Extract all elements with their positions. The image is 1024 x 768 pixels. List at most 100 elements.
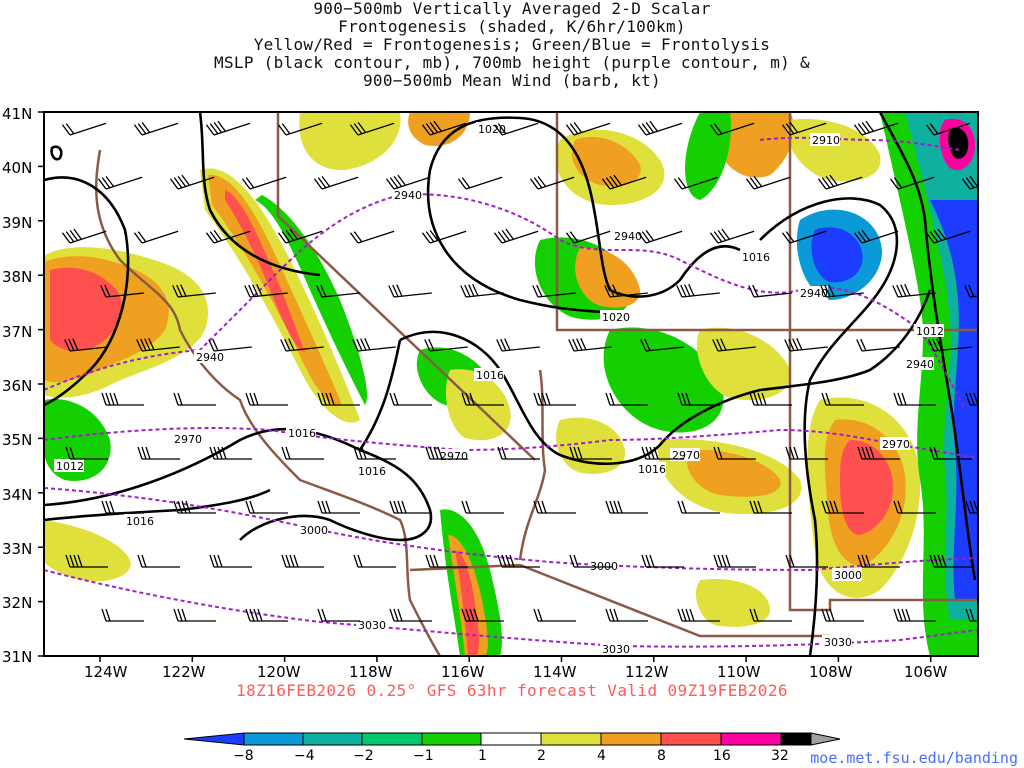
mslp-contour bbox=[198, 112, 321, 277]
colorbar-cell bbox=[183, 732, 245, 746]
wind-barb bbox=[385, 174, 431, 190]
wind-barb bbox=[640, 338, 684, 352]
wind-barb bbox=[173, 500, 216, 514]
wind-barb bbox=[709, 228, 755, 244]
height-label: 2970 bbox=[440, 450, 468, 463]
wind-barb bbox=[641, 446, 684, 460]
height-contour-2910 bbox=[759, 136, 961, 151]
wind-barb bbox=[389, 500, 432, 514]
wind-barb bbox=[529, 175, 575, 190]
wind-barb bbox=[749, 392, 792, 406]
mslp-label: 1016 bbox=[358, 465, 386, 478]
wind-barb bbox=[929, 554, 972, 568]
wind-barb bbox=[137, 554, 180, 568]
wind-barb bbox=[605, 392, 648, 406]
wind-barb bbox=[277, 228, 323, 244]
wind-barb bbox=[925, 228, 971, 244]
height-contour-2940 bbox=[919, 329, 966, 411]
lon-label: 124W bbox=[84, 663, 128, 681]
height-label: 2940 bbox=[614, 230, 642, 243]
wind-barb bbox=[709, 122, 755, 136]
wind-barb bbox=[353, 554, 396, 568]
height-label: 2940 bbox=[196, 351, 224, 364]
mslp-contour bbox=[50, 145, 63, 161]
wind-barb bbox=[101, 500, 144, 514]
title-line-4: MSLP (black contour, mb), 700mb height (… bbox=[214, 53, 810, 72]
mslp-label: 1016 bbox=[742, 251, 770, 264]
wind-barb bbox=[641, 554, 684, 568]
wind-barb bbox=[101, 608, 144, 622]
shade-red bbox=[50, 267, 122, 352]
wind-barb bbox=[857, 446, 900, 460]
wind-barb bbox=[749, 608, 792, 622]
four-corners-border bbox=[555, 112, 978, 332]
colorbar-cell bbox=[810, 732, 841, 746]
wind-barb bbox=[277, 122, 323, 136]
colorbar-label: −4 bbox=[294, 748, 315, 764]
shade-orange bbox=[686, 449, 781, 497]
colorbar-label: −8 bbox=[233, 748, 254, 764]
wind-barb bbox=[205, 229, 251, 244]
wind-barb bbox=[461, 392, 504, 406]
wind-barb bbox=[677, 500, 720, 514]
credit-link[interactable]: moe.met.fsu.edu/banding bbox=[810, 749, 1018, 767]
wind-barb bbox=[712, 338, 756, 352]
wind-barb bbox=[100, 284, 144, 298]
wind-barb bbox=[497, 554, 540, 568]
height-label: 2940 bbox=[800, 287, 828, 300]
height-contour-2970 bbox=[44, 427, 978, 459]
wind-barb bbox=[457, 176, 503, 190]
wind-barb bbox=[781, 121, 827, 136]
wind-barb bbox=[893, 500, 936, 514]
lat-label: 36N bbox=[2, 377, 32, 395]
shaded-field bbox=[44, 112, 978, 656]
wind-barb bbox=[172, 284, 216, 298]
wind-barb bbox=[604, 284, 648, 298]
lon-label: 114W bbox=[533, 663, 577, 681]
mslp-label: 1016 bbox=[476, 369, 504, 382]
wind-barb bbox=[820, 284, 864, 298]
wind-barb bbox=[817, 174, 863, 190]
shade-yellow bbox=[299, 112, 401, 171]
wind-barb bbox=[136, 337, 180, 352]
wind-barb bbox=[929, 446, 972, 460]
lat-label: 39N bbox=[2, 214, 32, 232]
wind-barbs bbox=[61, 120, 978, 622]
wind-barb bbox=[605, 500, 648, 514]
height-label: 3030 bbox=[824, 636, 852, 649]
wind-barb bbox=[889, 176, 935, 190]
wind-barb bbox=[748, 284, 792, 298]
height-contour-3000 bbox=[44, 487, 978, 572]
wind-barb bbox=[101, 392, 144, 406]
height-contours bbox=[44, 136, 978, 648]
wind-barb bbox=[61, 122, 107, 136]
height-label: 3000 bbox=[300, 524, 328, 537]
lat-label: 34N bbox=[2, 486, 32, 504]
wind-barb bbox=[353, 446, 396, 460]
ca-nv-border bbox=[276, 112, 536, 461]
shade-orange bbox=[571, 136, 641, 187]
wind-barb bbox=[749, 500, 792, 514]
mslp-label: 1020 bbox=[478, 123, 506, 136]
mslp-label: 1016 bbox=[638, 463, 666, 476]
wind-barb bbox=[493, 122, 539, 136]
lat-label: 40N bbox=[2, 159, 32, 177]
wind-barb bbox=[245, 608, 288, 622]
wind-barb bbox=[784, 337, 828, 352]
wind-barb bbox=[205, 120, 251, 136]
colorbar-cell bbox=[243, 732, 304, 746]
wind-barb bbox=[460, 283, 504, 298]
title-line-3: Yellow/Red = Frontogenesis; Green/Blue =… bbox=[253, 35, 771, 54]
shade-blue bbox=[811, 227, 863, 283]
wind-barb bbox=[569, 446, 612, 460]
wind-barb bbox=[821, 500, 864, 514]
wind-barb bbox=[425, 554, 468, 568]
wind-barb bbox=[676, 283, 720, 298]
colorbar-cell bbox=[302, 732, 363, 746]
lon-label: 118W bbox=[349, 663, 393, 681]
shade-blue bbox=[930, 200, 978, 600]
wind-barb bbox=[317, 392, 360, 406]
colorbar-cell bbox=[600, 732, 662, 746]
wind-barb bbox=[389, 608, 432, 622]
